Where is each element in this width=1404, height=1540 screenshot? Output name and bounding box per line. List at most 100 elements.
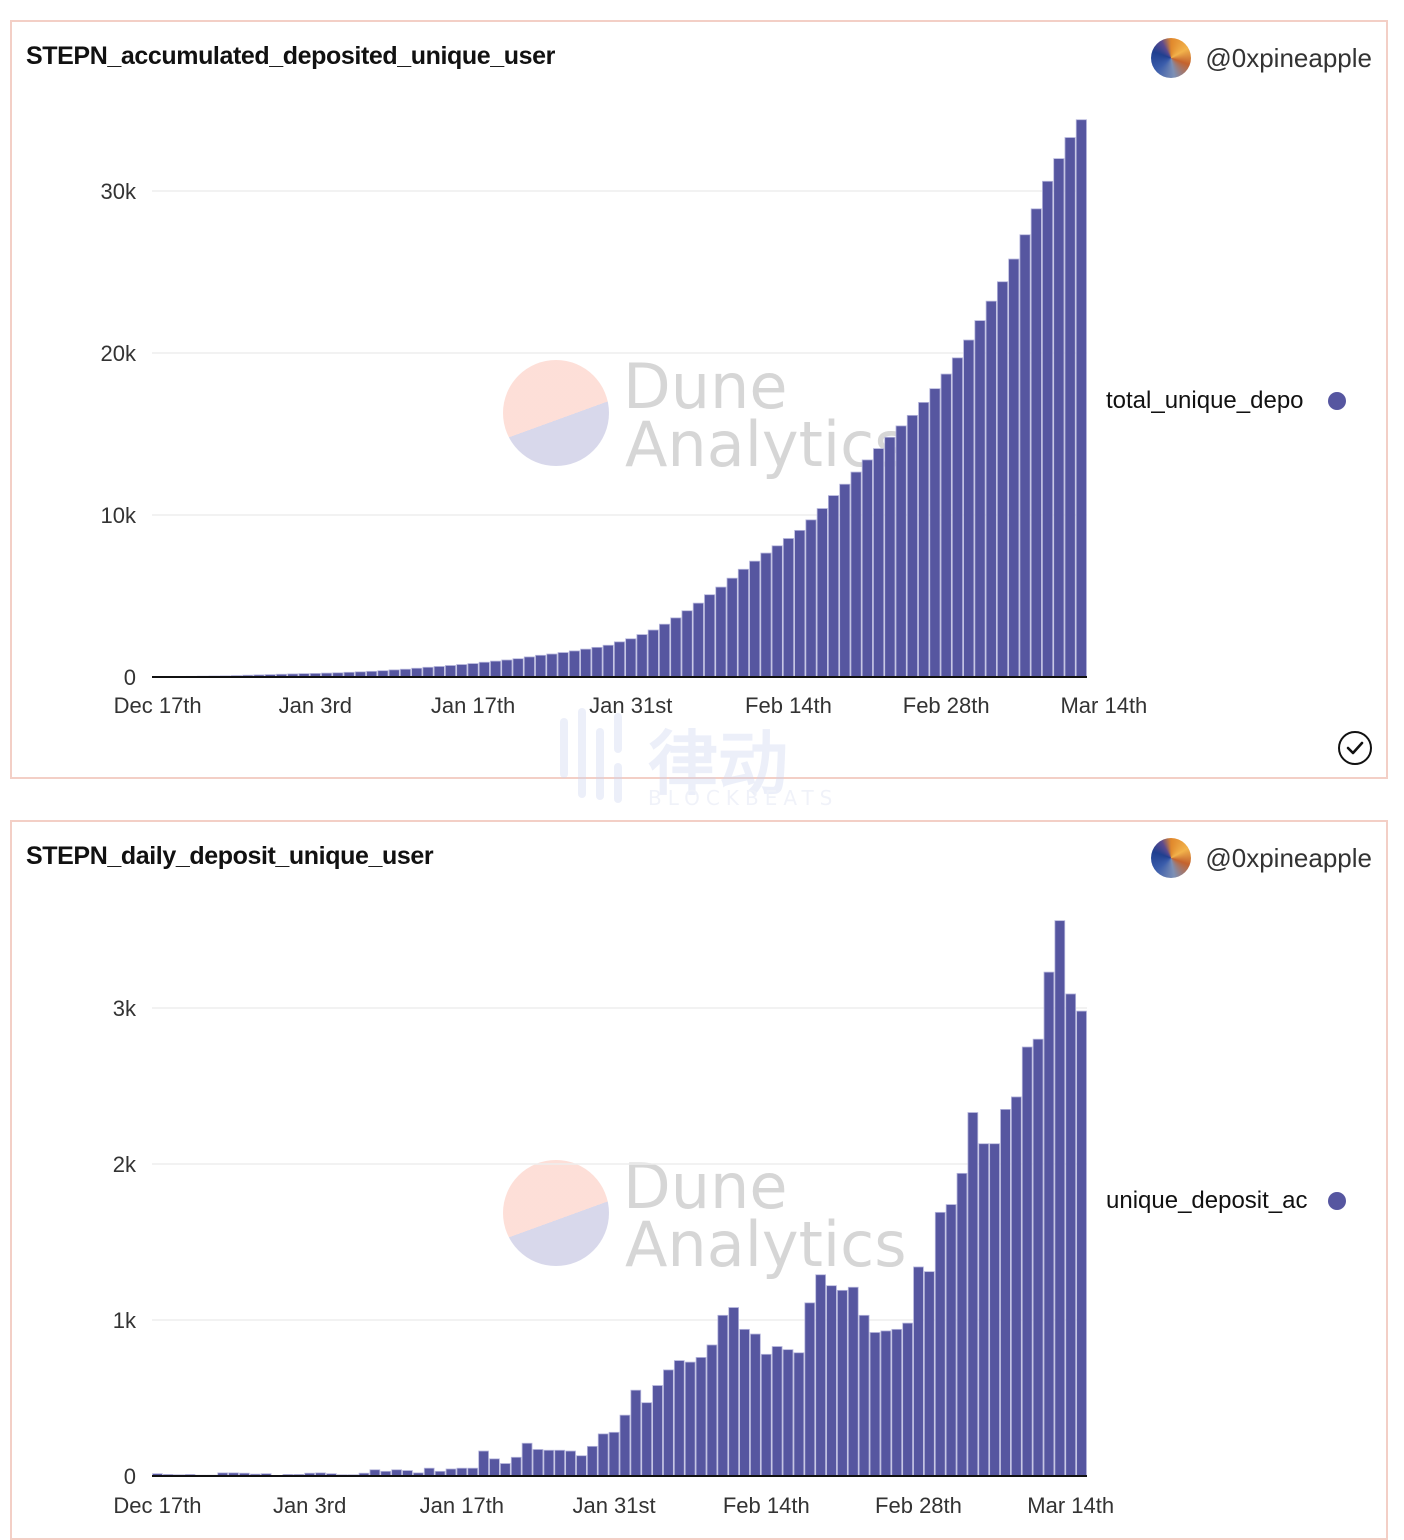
bar: [609, 1432, 619, 1476]
x-tick-label: Feb 14th: [723, 1493, 810, 1516]
bar: [446, 1469, 456, 1476]
bar: [805, 1303, 815, 1476]
bar: [522, 1443, 532, 1476]
bar: [907, 415, 917, 677]
bar: [772, 546, 782, 677]
bar: [840, 484, 850, 677]
bar: [547, 654, 557, 677]
y-tick-label: 0: [124, 665, 136, 690]
bar: [941, 374, 951, 677]
bar: [795, 530, 805, 677]
bar: [1054, 159, 1064, 677]
bar: [783, 538, 793, 677]
bar: [862, 460, 872, 677]
bar: [674, 1361, 684, 1476]
bar: [881, 1331, 891, 1476]
bar: [1055, 921, 1065, 1476]
bar: [457, 665, 467, 677]
y-tick-label: 3k: [113, 996, 137, 1021]
bar: [851, 472, 861, 677]
bar: [990, 1144, 1000, 1476]
x-tick-label: Jan 3rd: [279, 693, 352, 718]
bar: [816, 1275, 826, 1476]
bar: [400, 669, 410, 677]
bar: [859, 1315, 869, 1476]
bar: [716, 587, 726, 677]
bar: [1077, 1011, 1087, 1476]
bar: [511, 1457, 521, 1476]
bar: [1042, 181, 1052, 677]
y-tick-label: 10k: [101, 503, 137, 528]
bar: [637, 635, 647, 677]
bar: [707, 1345, 717, 1476]
bar: [533, 1449, 543, 1476]
bar: [592, 647, 602, 677]
bar: [577, 1456, 587, 1476]
bar: [727, 578, 737, 677]
bar: [817, 509, 827, 677]
bar: [502, 660, 512, 677]
bar: [693, 603, 703, 677]
bar: [761, 553, 771, 677]
bar: [1044, 972, 1054, 1476]
bar: [631, 1390, 641, 1476]
bar: [729, 1308, 739, 1476]
bar: [587, 1446, 597, 1476]
bar: [957, 1173, 967, 1476]
bar: [536, 655, 546, 677]
bar: [750, 1334, 760, 1476]
bar: [663, 1370, 673, 1476]
bar: [979, 1144, 989, 1476]
bar: [685, 1362, 695, 1476]
bar: [1001, 1109, 1011, 1476]
bar: [555, 1450, 565, 1476]
bar: [479, 1451, 489, 1476]
bar: [772, 1347, 782, 1476]
bar: [513, 659, 523, 677]
bar: [986, 301, 996, 677]
bar: [738, 569, 748, 677]
bar: [558, 653, 568, 677]
bar: [696, 1357, 706, 1476]
bar: [468, 1468, 478, 1476]
bar: [544, 1450, 554, 1476]
bar: [704, 595, 714, 677]
x-tick-label: Feb 28th: [875, 1493, 962, 1516]
x-tick-label: Mar 14th: [1027, 1493, 1114, 1516]
bar: [434, 666, 444, 677]
bar: [445, 665, 455, 677]
bar: [412, 668, 422, 677]
bar: [783, 1350, 793, 1476]
bar: [500, 1464, 510, 1476]
bar: [614, 642, 624, 677]
x-tick-label: Jan 17th: [420, 1493, 504, 1516]
bar: [919, 402, 929, 677]
bar: [423, 667, 433, 677]
bar: [1031, 209, 1041, 677]
bar: [718, 1315, 728, 1476]
bar: [964, 340, 974, 677]
bar: [581, 649, 591, 677]
bar: [935, 1212, 945, 1476]
bar: [1076, 120, 1086, 677]
bar: [1066, 994, 1076, 1476]
blockbeats-watermark: 律动 BLOCKBEATS: [556, 708, 846, 808]
x-tick-label: Feb 28th: [903, 693, 990, 718]
bar: [806, 520, 816, 677]
y-tick-label: 20k: [101, 341, 137, 366]
bar: [837, 1290, 847, 1476]
bar: [569, 651, 579, 677]
bar: [490, 1459, 500, 1476]
bar: [896, 426, 906, 677]
bar: [682, 611, 692, 677]
bar: [598, 1434, 608, 1476]
x-tick-label: Jan 3rd: [273, 1493, 346, 1516]
bar: [975, 321, 985, 677]
bar: [794, 1353, 804, 1476]
bar: [740, 1329, 750, 1476]
bar: [1020, 235, 1030, 677]
bar: [524, 657, 534, 677]
bar: [642, 1403, 652, 1476]
bar: [930, 389, 940, 677]
bar: [479, 662, 489, 677]
